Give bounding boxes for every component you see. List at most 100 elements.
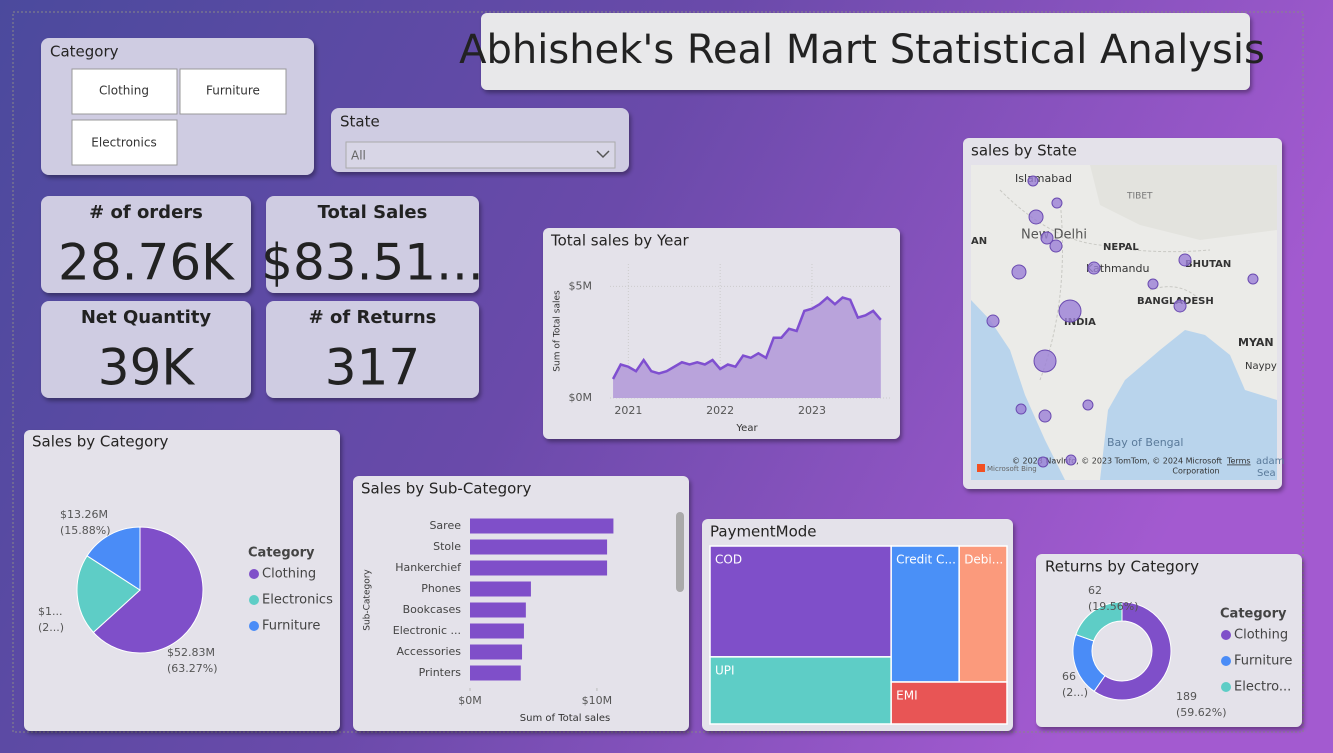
dropdown-value[interactable]: All (351, 149, 366, 163)
map-bubble (1065, 454, 1077, 466)
map-label: NEPAL (1103, 242, 1139, 253)
canvas-border (12, 11, 1304, 733)
map-label: New Delhi (1021, 228, 1087, 243)
y-tick-label: Saree (429, 519, 461, 532)
slicer-title: State (340, 113, 380, 131)
x-tick-label: $0M (458, 694, 482, 707)
data-label: 62 (1088, 584, 1102, 597)
dropdown[interactable] (345, 141, 616, 169)
map-bubble (1147, 278, 1159, 290)
map-label: Naypy (1245, 361, 1277, 372)
map-labels: Islamabad TIBET New Delhi NEPAL Kathmand… (971, 172, 1284, 479)
slicer-button[interactable] (179, 68, 287, 115)
slicer-option[interactable]: Furniture (206, 84, 260, 98)
map-label: BHUTAN (1185, 259, 1231, 270)
slicer-button[interactable] (71, 119, 178, 166)
map-bubble (1040, 231, 1054, 245)
map-bubble (1037, 456, 1049, 468)
data-label: (59.62%) (1176, 706, 1227, 719)
data-label: (19.56%) (1088, 600, 1139, 613)
legend-label: Electronics (262, 593, 333, 608)
kpi-card (41, 196, 251, 293)
y-tick-label: $0M (569, 391, 593, 404)
slicer-option[interactable]: Clothing (99, 84, 149, 98)
kpi-label: # of orders (89, 202, 203, 223)
data-label: (63.27%) (167, 662, 218, 675)
map-attribution: © 2023 NavInfo, © 2023 TomTom, © 2024 Mi… (1012, 457, 1222, 466)
map-bubble (1015, 403, 1027, 415)
map-bubble (1038, 409, 1052, 423)
map-sea (1100, 330, 1277, 480)
treemap-tile (709, 656, 892, 725)
legend-label: Clothing (262, 567, 316, 582)
x-axis-title: Sum of Total sales (520, 713, 610, 724)
kpi-label: Total Sales (318, 202, 428, 223)
map-label: TIBET (1126, 192, 1153, 202)
line (611, 295, 882, 380)
map-label: Sea (1257, 468, 1276, 479)
tile-label: UPI (715, 663, 735, 677)
donut-slice (1075, 601, 1123, 642)
chart-title: PaymentMode (710, 523, 817, 541)
slicer-title: Category (50, 43, 119, 61)
treemap-tile (890, 681, 1008, 725)
map-sea (971, 300, 1065, 480)
kpi-value: $83.51... (261, 234, 484, 292)
x-axis-title: Year (735, 423, 758, 434)
tile-label: Credit C... (896, 553, 956, 567)
treemap-tile (958, 545, 1008, 683)
y-tick-label: Bookcases (403, 603, 462, 616)
map-label: Islamabad (1015, 172, 1072, 185)
legend-title: Category (1220, 607, 1287, 622)
legend-label: Furniture (1234, 654, 1292, 669)
legend-title: Category (248, 546, 315, 561)
slicer-option[interactable]: Electronics (91, 136, 156, 150)
pie-slice (76, 555, 141, 634)
y-tick-label: Printers (419, 666, 462, 679)
map-label: AN (971, 236, 987, 247)
kpi-value: 39K (98, 339, 196, 397)
bar (470, 581, 531, 597)
bar (470, 644, 523, 660)
area (613, 297, 881, 398)
data-label: 66 (1062, 670, 1076, 683)
map-bubble (986, 314, 1000, 328)
data-label: (2...) (38, 621, 64, 634)
map-brand: Microsoft Bing (987, 465, 1037, 473)
tile-label: COD (715, 553, 742, 567)
map-bubble (1173, 299, 1187, 313)
legend-swatch (249, 595, 259, 605)
legend-label: Electro... (1234, 680, 1291, 695)
scrollbar[interactable] (676, 512, 684, 592)
kpi-value: 317 (325, 339, 420, 397)
bar (470, 560, 608, 576)
y-tick-label: Phones (421, 582, 461, 595)
map-bubble (1028, 209, 1044, 225)
y-tick-label: Hankerchief (395, 561, 462, 574)
legend-label: Clothing (1234, 628, 1288, 643)
kpi-value: 28.76K (58, 234, 235, 292)
kpi-card (266, 301, 479, 398)
map-bubble (1011, 264, 1027, 280)
map-terms[interactable]: Terms (1226, 457, 1251, 466)
x-tick-label: 2022 (706, 404, 734, 417)
title-box (481, 13, 1250, 90)
kpi-card (41, 301, 251, 398)
map-bubble (1082, 399, 1094, 411)
map-bubble (1087, 261, 1101, 275)
bar (470, 518, 614, 534)
legend-swatch (1221, 682, 1231, 692)
y-tick-label: $5M (569, 279, 593, 292)
slicer-button[interactable] (71, 68, 178, 115)
legend-swatch (249, 569, 259, 579)
chart-title: Returns by Category (1045, 558, 1199, 576)
y-tick-label: Accessories (397, 645, 462, 658)
donut-slice (1093, 601, 1172, 701)
chart-title: Total sales by Year (550, 232, 690, 250)
dropdown-arrow[interactable] (596, 150, 610, 159)
kpi-card (266, 196, 479, 293)
y-axis-title: Sub-Category (363, 569, 373, 631)
map-bubble (1058, 299, 1082, 323)
map-bubble (1049, 239, 1063, 253)
chart-title: Sales by Sub-Category (361, 480, 531, 498)
